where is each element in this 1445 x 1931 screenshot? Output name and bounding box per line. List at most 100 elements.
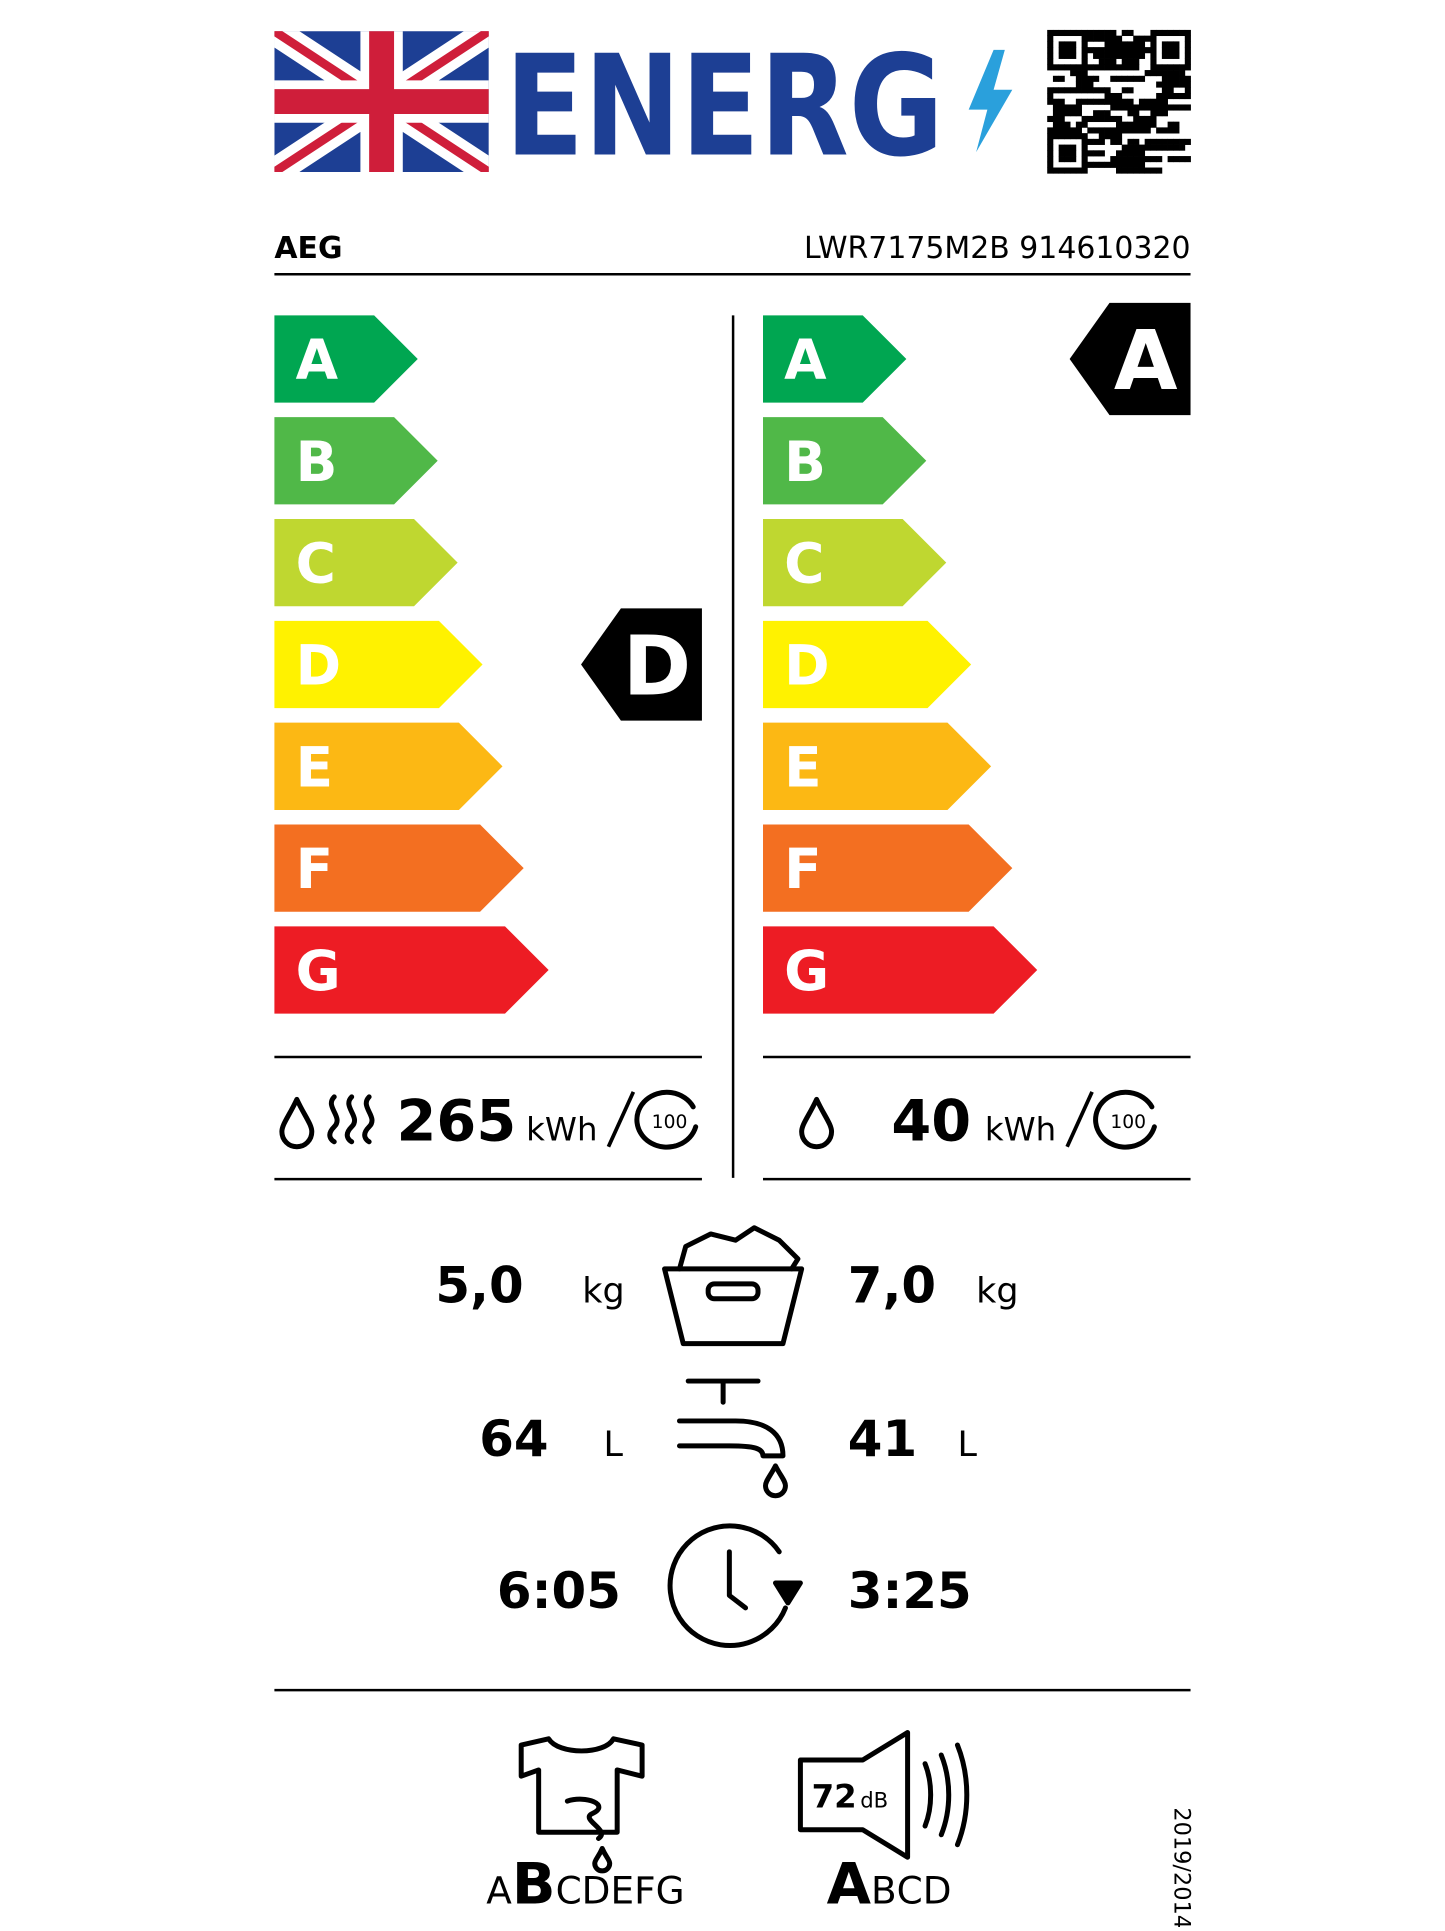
qr-cell [1173,144,1180,151]
qr-cell [1167,121,1174,128]
qr-cell [1179,156,1186,163]
qr-cell [1070,110,1077,117]
qr-cell [1093,87,1100,94]
qr-cell [1150,144,1157,151]
qr-cell [1121,98,1128,105]
qr-cell [1070,29,1077,37]
class-letter: D [582,1868,611,1912]
capacity-unit: kg [582,1272,624,1312]
qr-cell [1093,150,1100,157]
qr-cell [1184,29,1191,37]
class-bar [274,620,483,709]
qr-cell [1075,87,1082,94]
qr-cell [1144,167,1151,174]
qr-cell [1184,104,1191,111]
qr-cell [1110,104,1117,111]
qr-cell [1133,110,1140,117]
qr-cell [1070,70,1077,77]
qr-cell [1150,115,1157,123]
qr-cell [1127,104,1134,111]
qr-cell [1184,138,1191,145]
qr-cell [1098,110,1105,117]
qr-cell [1144,156,1151,163]
qr-cell [1047,58,1054,65]
qr-cell [1104,127,1111,134]
class-bar [763,417,927,505]
qr-cell [1144,138,1151,145]
qr-cell [1047,87,1054,94]
qr-cell [1064,167,1071,174]
qr-cell [1081,121,1088,128]
qr-cell [1081,98,1088,105]
qr-cell [1098,52,1105,59]
qr-cell [1047,133,1054,140]
qr-cell [1064,64,1071,71]
qr-cell [1116,167,1123,174]
qr-cell [1070,104,1077,111]
rating-arrow [1069,302,1191,416]
qr-cell [1064,87,1071,94]
qr-cell [1058,75,1065,82]
qr-cell [1138,75,1146,82]
qr-cell [1173,75,1180,82]
qr-cell [1087,161,1094,168]
qr-cell [1093,161,1100,168]
qr-cell [1127,156,1134,163]
qr-cell [1098,138,1105,145]
qr-cell [1052,127,1060,134]
qr-cell [1184,64,1191,71]
qr-cell [1064,47,1071,54]
qr-cell [1110,127,1117,134]
qr-cell [1087,98,1094,105]
qr-cell [1138,156,1146,163]
capacity-value: 5,0 [435,1257,523,1315]
qr-cell [1121,58,1128,65]
class-bar [763,722,992,810]
qr-cell [1138,150,1146,157]
qr-cell [1052,64,1060,71]
qr-cell [1121,41,1128,48]
qr-cell [1081,161,1088,168]
qr-cell [1121,75,1128,82]
class-bar [763,824,1013,912]
qr-cell [1047,150,1054,157]
qr-cell [1167,75,1174,82]
class-letter: A [486,1868,512,1912]
qr-cell [1064,104,1071,111]
qr-cell [1093,110,1100,117]
qr-cell [1075,121,1082,128]
qr-cell [1121,64,1128,71]
qr-cell [1150,47,1157,54]
qr-cell [1121,156,1128,163]
qr-cell [1047,41,1054,48]
qr-cell [1064,144,1071,151]
duration-value: 3:25 [848,1562,972,1620]
qr-cell [1127,127,1134,134]
qr-cell [1098,127,1105,134]
qr-cell [1052,87,1060,94]
class-bar [763,519,947,607]
qr-cell [1081,29,1088,37]
qr-cell [1167,70,1174,77]
qr-cell [1133,104,1140,111]
qr-cell [1167,138,1174,145]
qr-cell [1144,121,1151,128]
qr-cell [1138,98,1146,105]
qr-cell [1087,35,1094,42]
qr-cell [1064,52,1071,59]
qr-cell [1127,41,1134,48]
qr-cell [1179,81,1186,88]
qr-cell [1150,35,1157,42]
qr-cell [1075,29,1082,37]
qr-cell [1127,87,1134,94]
qr-cell [1173,70,1180,77]
qr-cell [1047,138,1054,145]
qr-cell [1161,127,1168,134]
drop-icon [799,1096,835,1150]
qr-cell [1179,104,1186,111]
qr-cell [1138,144,1146,151]
rating-letter: D [623,619,691,714]
qr-cell [1116,115,1123,123]
qr-cell [1116,35,1123,42]
clock-icon [667,1523,803,1648]
